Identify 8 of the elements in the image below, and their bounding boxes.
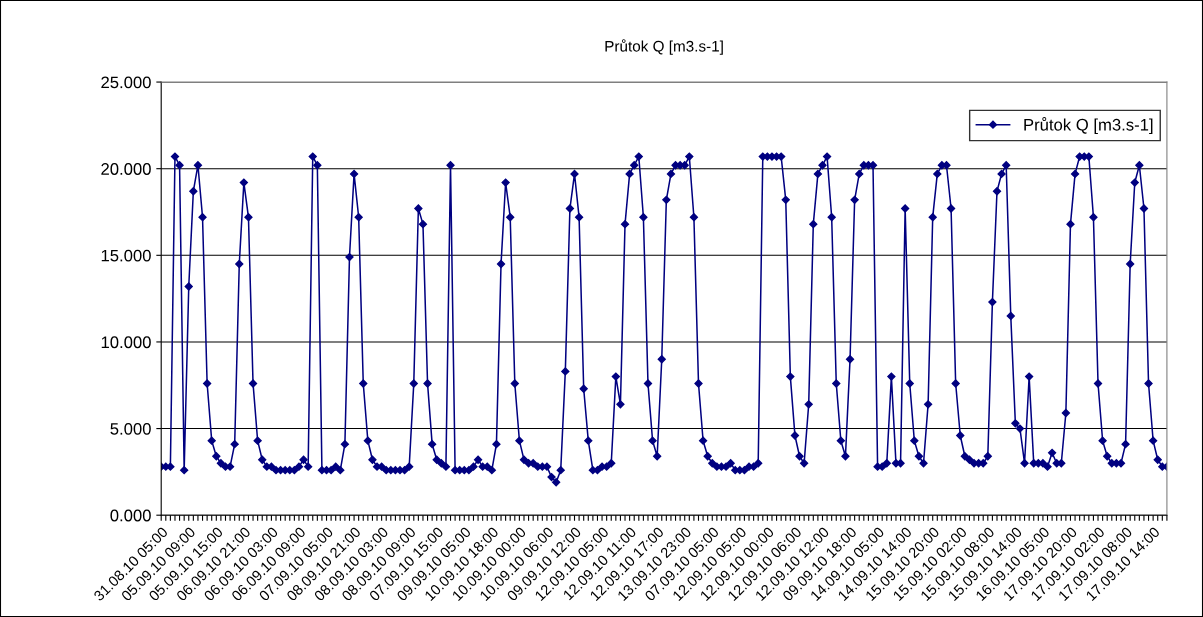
y-tick-label: 0.000 [110, 509, 151, 522]
y-tick-label: 10.000 [101, 336, 151, 349]
y-tick-label: 20.000 [101, 163, 151, 175]
y-tick-label: 25.000 [101, 76, 151, 89]
legend-label: Průtok Q [m3.s-1] [1024, 117, 1153, 134]
chart-title: Průtok Q [m3.s-1] [605, 39, 723, 55]
y-tick-label: 5.000 [110, 422, 151, 435]
y-tick-label: 15.000 [101, 249, 151, 262]
